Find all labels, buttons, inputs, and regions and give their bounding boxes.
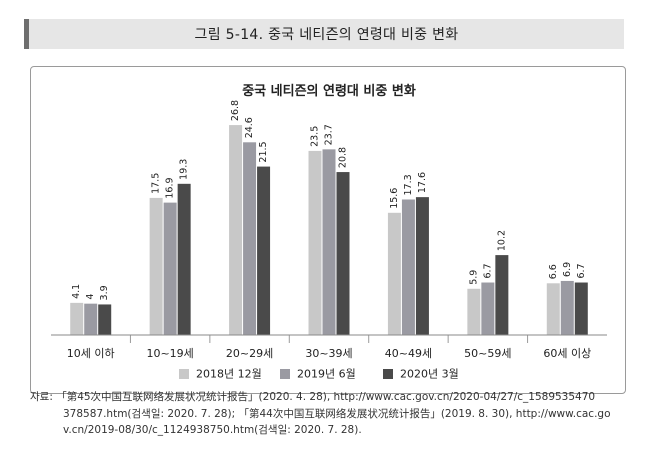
category-label: 10~19세: [146, 347, 193, 360]
bar: [163, 202, 177, 335]
chart-panel: 중국 네티즌의 연령대 비중 변화 4.1 4 3.9 10세 이하 17.5 16.9 19…: [30, 66, 626, 394]
bar: [467, 288, 481, 335]
data-label: 3.9: [99, 285, 110, 300]
legend-label: 2018년 12월: [196, 368, 262, 381]
data-label: 15.6: [389, 188, 400, 209]
bar: [229, 125, 243, 335]
data-label: 4: [85, 294, 96, 300]
bar: [495, 255, 509, 335]
data-label: 26.8: [230, 100, 241, 121]
bar: [308, 150, 322, 335]
source-line-1: 자료: 「第45次中国互联网络发展状况统计报告」(2020. 4. 28), h…: [30, 391, 596, 403]
data-label: 17.6: [417, 172, 428, 193]
bar: [481, 282, 495, 335]
bar: [401, 199, 415, 335]
data-label: 6.7: [482, 263, 493, 278]
category-label: 20~29세: [226, 347, 273, 360]
bar: [84, 303, 98, 335]
data-label: 5.9: [468, 270, 479, 285]
legend-swatch: [179, 369, 189, 379]
source-line-3: v.cn/2019-08/30/c_1124938750.htm(검색일: 20…: [63, 424, 362, 436]
legend-swatch: [280, 369, 290, 379]
bar: [70, 302, 84, 335]
data-label: 17.5: [151, 173, 162, 194]
bar: [257, 166, 271, 335]
bar: [322, 149, 336, 335]
source-line-2: 378587.htm(검색일: 2020. 7. 28); 「第44次中国互联网…: [63, 407, 611, 420]
data-label: 21.5: [258, 141, 269, 162]
bar: [149, 197, 163, 335]
chart-title: 중국 네티즌의 연령대 비중 변화: [242, 83, 416, 99]
category-label: 10세 이하: [67, 346, 115, 360]
category-label: 30~39세: [305, 347, 352, 360]
legend-label: 2020년 3월: [400, 368, 459, 381]
bar: [177, 183, 191, 335]
bar: [243, 142, 257, 335]
legend-label: 2019년 6월: [297, 368, 356, 381]
bar: [98, 304, 112, 335]
data-label: 6.7: [576, 263, 587, 278]
bar: [560, 280, 574, 335]
bar-chart: 중국 네티즌의 연령대 비중 변화 4.1 4 3.9 10세 이하 17.5 16.919…: [51, 83, 607, 381]
data-label: 24.6: [244, 117, 255, 138]
data-label: 20.8: [338, 147, 349, 168]
source-note: 자료: 「第45次中国互联网络发展状况统计报告」(2020. 4. 28), h…: [30, 389, 630, 439]
legend-swatch: [383, 369, 393, 379]
data-label: 19.3: [179, 159, 190, 180]
data-label: 23.5: [310, 126, 321, 147]
data-label: 16.9: [165, 177, 176, 198]
category-label: 40~49세: [385, 347, 432, 360]
data-label: 23.7: [324, 124, 335, 145]
bar: [546, 283, 560, 335]
data-label: 10.2: [496, 230, 507, 251]
figure-title: 그림 5-14. 중국 네티즌의 연령대 비중 변화: [24, 19, 624, 49]
bar: [336, 172, 350, 335]
data-label: 6.6: [548, 264, 559, 279]
bar: [415, 197, 429, 335]
bar: [574, 282, 588, 335]
data-label: 4.1: [71, 284, 82, 299]
category-label: 50~59세: [464, 347, 511, 360]
bar: [387, 212, 401, 335]
data-label: 17.3: [403, 174, 414, 195]
data-label: 6.9: [562, 262, 573, 277]
category-label: 60세 이상: [543, 347, 591, 360]
